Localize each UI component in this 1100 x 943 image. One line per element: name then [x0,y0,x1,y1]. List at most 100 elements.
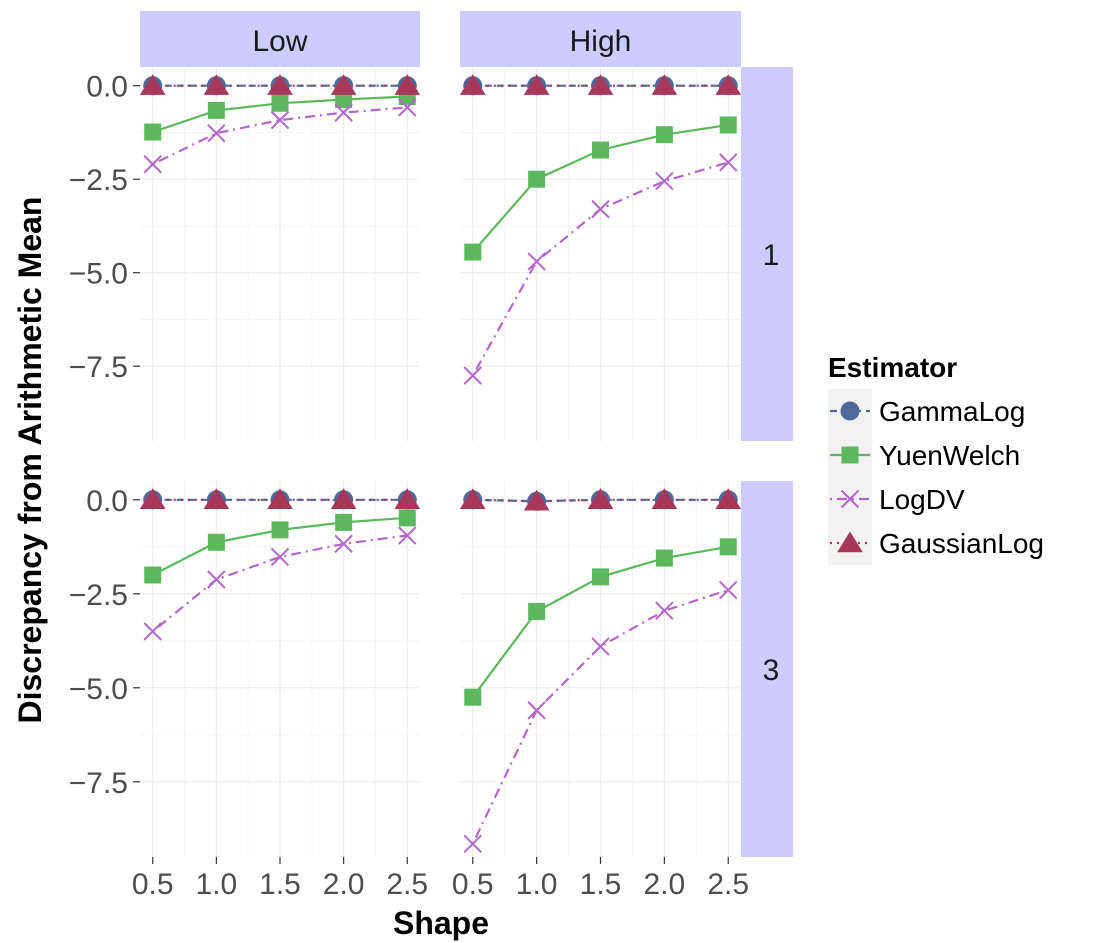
data-point-gaussianlog [523,489,550,511]
data-point-logdv [398,98,417,117]
legend-label-gammalog: GammaLog [879,396,1025,427]
data-point-gaussianlog [459,488,486,509]
y-tick-label: −5.0 [69,258,128,291]
legend-label-gaussianlog: GaussianLog [879,528,1044,559]
data-point-yuenwelch [592,568,609,586]
legend-key-marker [841,446,859,464]
column-strip-label: High [570,25,632,58]
x-tick-label: 2.5 [707,868,749,901]
data-point-gaussianlog [330,74,357,95]
data-point-logdv [719,580,738,600]
data-point-gaussianlog [394,488,421,509]
y-tick-label: −7.5 [69,351,128,384]
data-point-gaussianlog [651,488,678,509]
data-point-gaussianlog [587,74,614,95]
data-point-yuenwelch [335,513,353,531]
data-point-yuenwelch [719,538,737,556]
data-point-yuenwelch [271,521,289,539]
y-tick-label: 0.0 [86,485,128,518]
data-point-gaussianlog [459,74,486,95]
data-point-yuenwelch [464,688,482,706]
data-point-gaussianlog [139,488,166,509]
data-point-gaussianlog [139,74,166,95]
data-point-yuenwelch [528,170,546,188]
data-point-yuenwelch [464,243,482,261]
legend-label-logdv: LogDV [879,484,965,515]
y-tick-label: −2.5 [69,164,128,197]
data-point-logdv [334,534,353,553]
y-axis-title: Discrepancy from Arithmetic Mean [12,197,48,724]
x-tick-label: 1.0 [516,868,558,901]
data-point-yuenwelch [655,126,673,144]
column-strip [460,11,741,67]
data-point-gaussianlog [203,488,230,509]
data-point-gaussianlog [587,488,614,509]
data-point-yuenwelch [655,549,673,567]
series-line-logdv [152,106,408,166]
series-line-logdv [471,588,729,845]
data-point-gaussianlog [267,488,293,509]
x-tick-label: 1.5 [580,868,622,901]
data-point-yuenwelch [271,94,289,112]
data-point-yuenwelch [207,533,225,551]
data-point-logdv [207,123,226,143]
data-point-logdv [334,103,353,122]
data-point-logdv [591,199,610,219]
data-point-gaussianlog [715,74,742,95]
row-strip [741,481,793,857]
row-strip-label: 1 [763,239,780,272]
column-strip-label: Low [252,25,307,58]
data-point-yuenwelch [335,91,353,109]
column-strip [140,11,420,67]
legend: Estimator GammaLog YuenWelch LogDV GaussianL… [828,352,1044,565]
x-tick-label: 0.5 [452,868,494,901]
panel-1-low [139,67,421,441]
data-point-logdv [207,570,226,589]
data-point-logdv [270,547,290,567]
y-tick-label: −2.5 [69,579,128,612]
data-point-logdv [655,171,674,191]
data-point-logdv [270,110,290,130]
data-point-logdv [143,155,162,174]
x-tick-label: 1.5 [259,868,301,901]
series-line-logdv [152,534,408,633]
data-point-logdv [143,622,162,641]
data-point-logdv [463,834,482,854]
panel-3-low [139,481,421,857]
data-point-logdv [591,637,610,656]
data-point-yuenwelch [207,101,225,119]
y-tick-label: 0.0 [86,71,128,104]
data-point-yuenwelch [144,123,162,141]
x-tick-label: 0.5 [132,868,174,901]
y-tick-label: −7.5 [69,767,128,800]
data-point-logdv [527,701,546,720]
row-strip-label: 3 [763,654,780,687]
legend-key-marker [837,531,863,553]
data-point-gaussianlog [715,488,742,509]
panel-1-high [459,67,742,441]
data-point-logdv [463,366,482,385]
data-point-yuenwelch [398,509,416,527]
data-point-gaussianlog [203,74,230,95]
data-point-gaussianlog [651,74,678,95]
row-strip [741,67,793,441]
data-point-gaussianlog [394,74,421,95]
x-tick-label: 1.0 [196,868,238,901]
data-point-logdv [719,153,738,172]
y-tick-label: −5.0 [69,673,128,706]
legend-title: Estimator [828,352,957,383]
data-point-yuenwelch [719,116,737,134]
data-point-logdv [655,601,674,620]
x-tick-label: 2.5 [386,868,428,901]
data-point-gaussianlog [523,74,550,95]
legend-label-yuenwelch: YuenWelch [879,440,1020,471]
data-point-logdv [398,526,417,545]
x-tick-label: 2.0 [644,868,686,901]
data-point-gaussianlog [267,74,293,95]
data-point-yuenwelch [528,602,546,620]
data-point-yuenwelch [592,141,609,159]
data-point-logdv [527,252,546,271]
data-point-yuenwelch [144,566,162,584]
